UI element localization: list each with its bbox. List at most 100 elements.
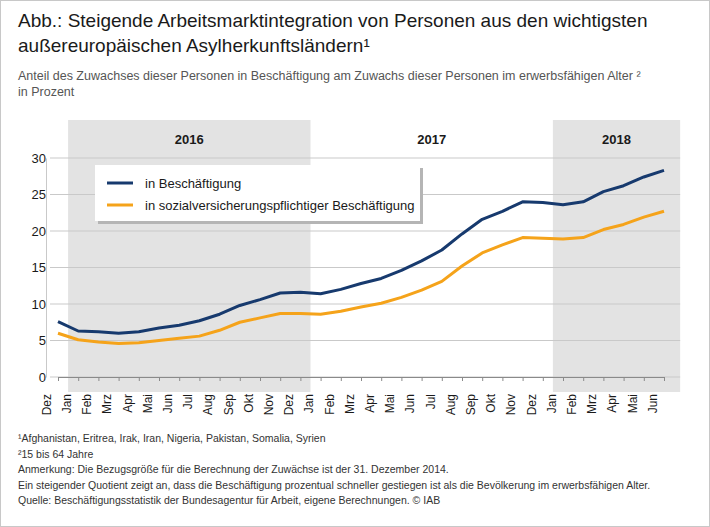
- x-tick-mark: [462, 377, 463, 381]
- series-line: [58, 211, 664, 343]
- y-axis-line: [46, 159, 47, 378]
- x-tick: Dez: [282, 377, 301, 415]
- x-tick-label: Mrz: [343, 394, 357, 414]
- x-tick: Okt: [242, 377, 261, 413]
- x-axis: DezJanFebMrzAprMaiJunJulAugSepOktNovDezJ…: [40, 377, 665, 415]
- x-tick-label: Mrz: [585, 394, 599, 414]
- x-tick: Apr: [605, 377, 624, 413]
- y-tick: 15: [32, 260, 46, 275]
- y-tick: 30: [32, 151, 46, 166]
- legend: in Beschäftigung in sozialversicherungspf…: [95, 165, 423, 224]
- y-tick: 20: [32, 224, 46, 239]
- x-tick-label: Mrz: [100, 394, 114, 414]
- legend-label: in sozialversicherungspflichtiger Beschä…: [145, 198, 415, 213]
- y-tick: 25: [32, 187, 46, 202]
- x-tick-label: Mai: [383, 394, 397, 413]
- x-tick-label: Jun: [646, 394, 660, 413]
- grid: [50, 158, 680, 377]
- x-tick-mark: [563, 377, 564, 381]
- note: Quelle: Beschäftigungsstatistik der Bund…: [18, 494, 440, 506]
- y-tick-label: 10: [32, 297, 46, 312]
- x-tick: Dez: [525, 377, 544, 415]
- x-tick: Feb: [323, 377, 342, 415]
- x-tick-label: Okt: [242, 393, 256, 412]
- x-tick: Aug: [444, 377, 463, 415]
- x-tick-label: Dez: [282, 394, 296, 415]
- x-tick: Feb: [80, 377, 99, 415]
- x-tick-mark: [240, 377, 241, 381]
- x-tick-label: Nov: [504, 394, 518, 415]
- x-tick-label: Sep: [464, 394, 478, 416]
- x-tick-mark: [482, 377, 483, 381]
- x-tick-label: Apr: [605, 394, 619, 413]
- x-axis-line: [59, 378, 665, 382]
- x-tick: Okt: [484, 377, 503, 413]
- note: Anmerkung: Die Bezugsgröße für die Berec…: [18, 463, 449, 475]
- x-tick: Jan: [302, 377, 321, 413]
- year-label: 2018: [602, 132, 631, 147]
- x-tick: Mai: [383, 377, 402, 413]
- x-tick-mark: [401, 377, 402, 381]
- x-tick-mark: [179, 377, 180, 381]
- x-tick-label: Aug: [444, 394, 458, 415]
- x-tick-mark: [644, 377, 645, 381]
- year-band: [68, 120, 310, 392]
- y-tick-label: 0: [39, 370, 46, 385]
- y-tick: 0: [39, 370, 46, 385]
- x-tick: Mai: [141, 377, 160, 413]
- x-tick-label: Jan: [60, 394, 74, 413]
- x-tick: Mrz: [585, 377, 604, 414]
- x-tick-mark: [280, 377, 281, 381]
- x-tick-label: Feb: [565, 394, 579, 415]
- year-band: [553, 120, 680, 392]
- y-tick: 10: [32, 297, 46, 312]
- x-tick-mark: [220, 377, 221, 381]
- legend-swatch: [107, 204, 133, 207]
- note: Ein steigender Quotient zeigt an, dass d…: [18, 479, 650, 491]
- x-tick: Jun: [161, 377, 180, 413]
- chart: Abb.: Steigende Arbeitsmarktintegration …: [0, 0, 710, 527]
- legend-swatch: [107, 182, 133, 185]
- x-tick-mark: [603, 377, 604, 381]
- x-tick-mark: [159, 377, 160, 381]
- x-tick-label: Jun: [161, 394, 175, 413]
- x-tick-label: Feb: [80, 394, 94, 415]
- grid-line: [50, 267, 680, 268]
- x-tick: Jul: [181, 377, 200, 409]
- x-tick-label: Nov: [262, 394, 276, 415]
- x-tick: Nov: [262, 377, 281, 415]
- x-tick: Jul: [424, 377, 443, 409]
- legend-label: in Beschäftigung: [145, 176, 241, 191]
- x-tick-mark: [300, 377, 301, 381]
- x-tick-mark: [98, 377, 99, 381]
- y-tick: 5: [39, 333, 46, 348]
- x-tick: Dez: [40, 377, 59, 415]
- grid-line: [50, 231, 680, 232]
- x-tick-label: Jul: [181, 394, 195, 409]
- x-tick-mark: [583, 377, 584, 381]
- x-tick-label: Jul: [424, 394, 438, 409]
- grid-line: [50, 304, 680, 305]
- y-axis: 0 5 10 15 20 25 30: [32, 151, 47, 385]
- x-tick-label: Dez: [40, 394, 54, 415]
- x-tick-mark: [442, 377, 443, 381]
- x-tick-mark: [381, 377, 382, 381]
- subtitle: Anteil des Zuwachses dieser Personen in …: [18, 69, 641, 83]
- x-tick-mark: [361, 377, 362, 381]
- frame: [1, 1, 710, 527]
- x-tick-label: Sep: [222, 394, 236, 416]
- x-tick-label: Mai: [626, 394, 640, 413]
- year-label: 2016: [175, 132, 204, 147]
- x-tick-mark: [139, 377, 140, 381]
- x-tick: Apr: [363, 377, 382, 413]
- x-tick-mark: [523, 377, 524, 381]
- title: Abb.: Steigende Arbeitsmarktintegration …: [18, 10, 648, 31]
- x-tick-label: Mai: [141, 394, 155, 413]
- x-tick-label: Jan: [302, 394, 316, 413]
- x-tick: Mrz: [100, 377, 119, 414]
- x-tick: Mrz: [343, 377, 362, 414]
- x-tick: Mai: [626, 377, 645, 413]
- x-tick: Jan: [60, 377, 79, 413]
- x-tick: Apr: [121, 377, 140, 413]
- x-tick-mark: [543, 377, 544, 381]
